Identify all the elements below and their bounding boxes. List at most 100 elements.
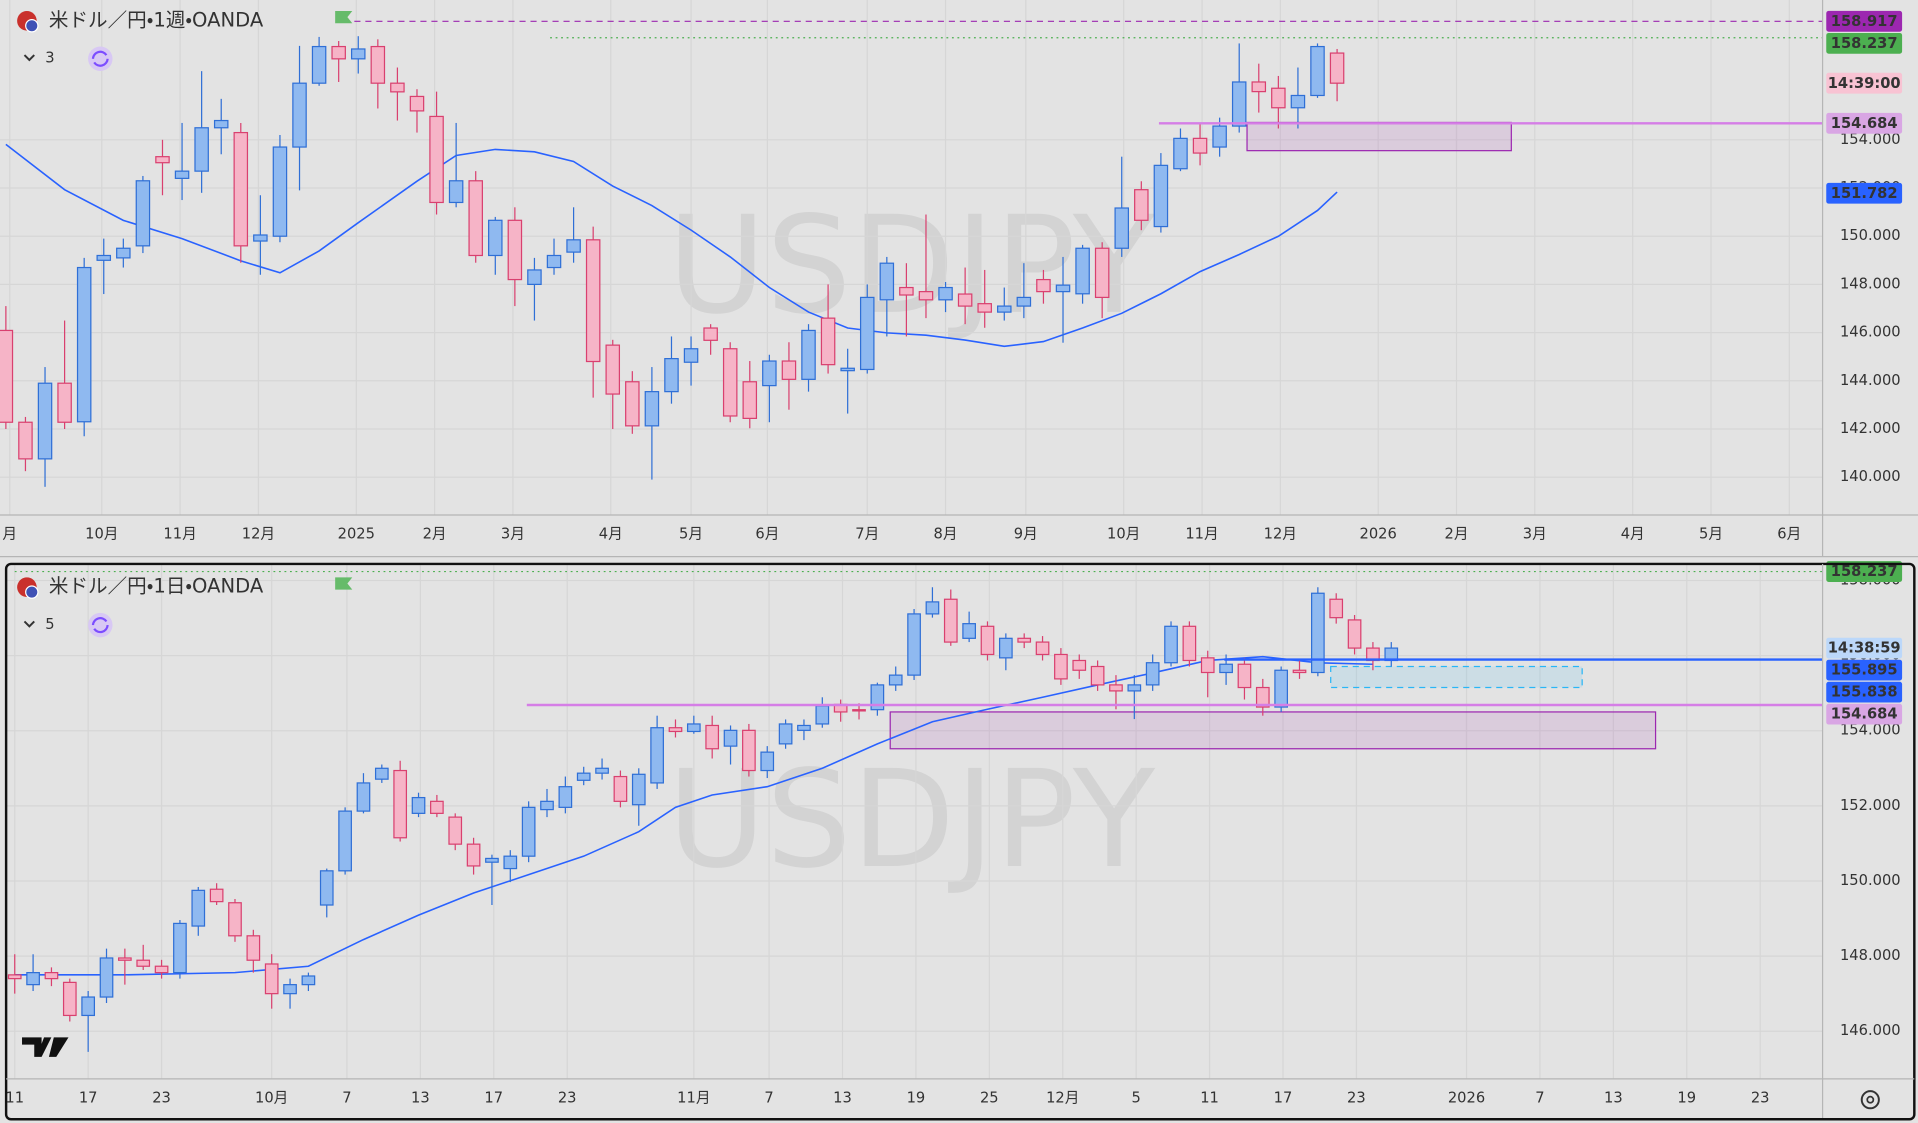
candle-body [191,889,206,927]
candle-body [1090,665,1105,686]
candle-body [311,45,327,84]
x-tick-label: 17 [484,1089,503,1106]
x-tick-label: 17 [79,1089,98,1106]
price-label-bg [1826,10,1903,32]
candle-body [683,348,699,363]
y-tick-label: 148.000 [1840,947,1901,964]
x-tick-label: 7 [342,1089,351,1106]
x-tick-label: 11 [5,1089,24,1106]
zone [1330,665,1583,689]
x-tick-label: 23 [1347,1089,1366,1106]
candle-body [686,723,701,733]
candle-body [7,974,22,980]
refresh-button[interactable] [88,612,113,638]
y-tick-label: 146.000 [1840,324,1901,341]
symbol-icon [25,585,39,599]
candle-body [44,972,59,980]
candle-body [925,601,940,615]
candle-body [888,674,903,686]
candle-body [448,180,464,204]
x-tick-label: 4月 [599,526,623,543]
candle-body [722,348,738,417]
x-tick-label: 9月 [1014,526,1038,543]
collapse-toggle[interactable] [23,620,35,628]
x-tick-label: 11月 [1185,526,1218,543]
candle-body [546,254,562,269]
candle-body [820,317,836,366]
x-tick-label: 10月 [1107,526,1140,543]
candle-body [26,972,40,986]
x-tick-label: 2026 [1360,526,1397,543]
watermark: USDJPY [668,187,1156,344]
price-label-bg [1826,561,1903,582]
candle-body [1192,137,1208,154]
candle-body [409,95,425,112]
candle-body [1310,45,1325,97]
settings-button[interactable] [1860,1090,1880,1110]
candle-body [762,360,777,387]
x-tick-label: 4月 [1621,526,1645,543]
candle-body [918,291,934,301]
candle-body [374,767,389,780]
candle-body [1311,592,1325,674]
candle-body [778,723,793,745]
candle-body [1255,686,1270,708]
candle-body [664,358,679,393]
watermark: USDJPY [668,741,1156,898]
candle-body [1347,619,1362,649]
active-pane-frame [4,562,1916,1121]
candle-body [1036,278,1051,293]
candle-body [116,247,131,259]
x-tick-label: 8月 [934,526,958,543]
tradingview-logo[interactable] [22,1037,69,1057]
candle-body [1237,663,1252,689]
candle-body [997,305,1012,313]
candle-body [585,239,601,363]
candle-body [521,806,536,857]
candle-body [194,127,209,172]
x-tick-label: 19 [907,1089,926,1106]
chart-title[interactable]: 米ドル／円・1日・OANDA [49,575,264,598]
candle-body [246,935,261,961]
y-tick-label: 152.000 [1840,797,1901,814]
candle-body [62,981,77,1017]
candle-body [1072,659,1087,671]
candle-body [319,870,334,906]
price-label-bg [1826,182,1903,204]
candle-body [1017,637,1032,643]
candle-body [1173,137,1188,170]
zone [1246,121,1512,152]
candle-body [870,684,885,711]
price-label: 155.838 [1831,684,1898,701]
candle-body [356,782,371,812]
y-tick-label: 148.000 [1840,275,1901,292]
refresh-button[interactable] [88,46,113,71]
candle-body [1251,81,1267,93]
x-tick-label: 11月 [163,526,196,543]
candle-body [938,286,953,301]
x-tick-label: 17 [1274,1089,1293,1106]
indicator-count: 5 [45,616,54,633]
candle-body [393,769,408,839]
x-tick-label: 5 [1131,1089,1140,1106]
candle-body [301,975,316,986]
chart-title[interactable]: 米ドル／円・1週・OANDA [49,8,264,31]
price-label: 154.684 [1831,115,1898,132]
candle-body [430,800,444,814]
collapse-toggle[interactable] [23,54,35,62]
candle-body [174,170,190,179]
candle-body [962,623,976,639]
candle-body [507,219,523,281]
price-label-bg [1826,112,1903,134]
candle-body [977,303,992,313]
countdown-label-bg [1826,72,1903,94]
candle-body [390,82,405,93]
x-tick-label: 2月 [1445,526,1469,543]
candle-body [1127,684,1142,692]
candle-body [1274,669,1289,708]
candle-body [1054,653,1068,680]
candle-body [859,296,875,371]
moving-average [14,655,1373,976]
candle-body [135,180,151,247]
candle-body [76,266,92,423]
